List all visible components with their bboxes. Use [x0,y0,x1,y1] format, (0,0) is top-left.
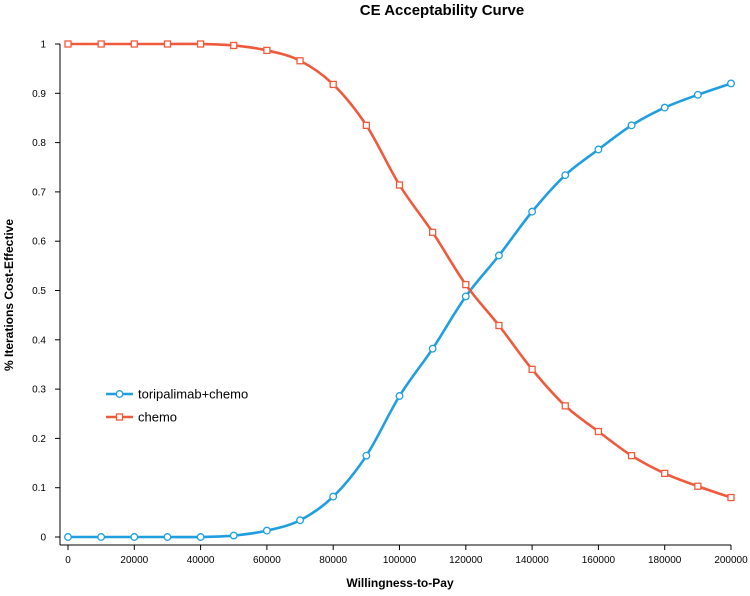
series-chemo [64,40,735,502]
data-point [163,40,172,48]
series-line [67,42,732,499]
data-point [727,493,735,502]
data-point [428,228,437,236]
series-toripalimab-chemo [64,79,735,541]
data-point [727,79,735,88]
data-point [262,526,271,535]
y-tick-label: 0.3 [32,385,46,396]
y-tick-label: 0.2 [32,434,46,445]
data-point [263,46,271,55]
data-point [594,145,603,154]
y-tick-label: 0.4 [32,335,46,346]
x-tick-label: 80000 [319,555,347,566]
data-point [130,533,139,541]
data-point [528,365,536,374]
data-point [561,171,570,180]
x-tick-label: 200000 [714,555,748,566]
data-point [495,321,503,330]
data-point [296,57,304,65]
y-tick-label: 0.1 [32,483,46,494]
data-point [64,533,72,541]
legend-marker-square [115,413,124,421]
data-point [428,344,437,353]
y-tick-label: 0.9 [32,89,46,100]
x-tick-label: 60000 [253,555,281,566]
data-point [660,103,669,112]
legend-label: chemo [138,410,177,425]
data-point [64,40,72,48]
y-tick-label: 0.5 [32,286,46,297]
x-tick-label: 140000 [515,555,549,566]
y-axis-label: % Iterations Cost-Effective [2,219,16,371]
series-line [68,82,732,539]
legend-marker-circle [115,390,124,398]
data-point [395,392,404,400]
legend-item: chemo [106,410,177,425]
data-point [627,452,636,460]
data-point [296,516,304,525]
x-tick-label: 0 [65,555,71,566]
legend-item: toripalimab+chemo [106,387,248,402]
x-axis-label: Willingness-to-Pay [346,576,454,590]
x-tick-label: 160000 [582,555,616,566]
y-tick-label: 0.7 [32,187,46,198]
data-point [528,207,537,216]
data-point [627,121,636,130]
data-point [329,80,337,89]
data-point [462,280,470,289]
data-point [230,41,238,50]
data-point [461,292,470,301]
data-point [594,427,603,436]
data-point [362,451,371,460]
x-tick-label: 180000 [648,555,682,566]
x-tick-label: 20000 [120,555,148,566]
y-tick-label: 0.6 [32,237,46,248]
data-point [495,251,503,260]
data-point [163,533,172,541]
data-point [561,402,569,410]
data-point [661,469,669,478]
y-tick-label: 0 [40,533,46,544]
data-point [694,482,702,490]
y-tick-label: 1 [40,40,46,51]
data-point [196,533,205,541]
legend-label: toripalimab+chemo [138,387,248,402]
x-tick-label: 100000 [383,555,417,566]
data-point [693,90,702,99]
data-point [229,531,238,540]
data-point [329,492,338,501]
data-point [362,121,371,129]
series-layer [64,40,735,541]
data-point [97,533,106,541]
legend: toripalimab+chemo chemo [106,387,248,425]
chart-title: CE Acceptability Curve [360,2,525,19]
data-point [130,40,138,48]
y-tick-label: 0.8 [32,138,46,149]
x-tick-label: 40000 [187,555,215,566]
data-point [97,40,105,48]
data-point [395,181,404,189]
axes: 0 20000 40000 60000 80000 100000 120000 140000 1… [32,40,748,567]
x-tick-label: 120000 [449,555,483,566]
data-point [196,40,205,48]
